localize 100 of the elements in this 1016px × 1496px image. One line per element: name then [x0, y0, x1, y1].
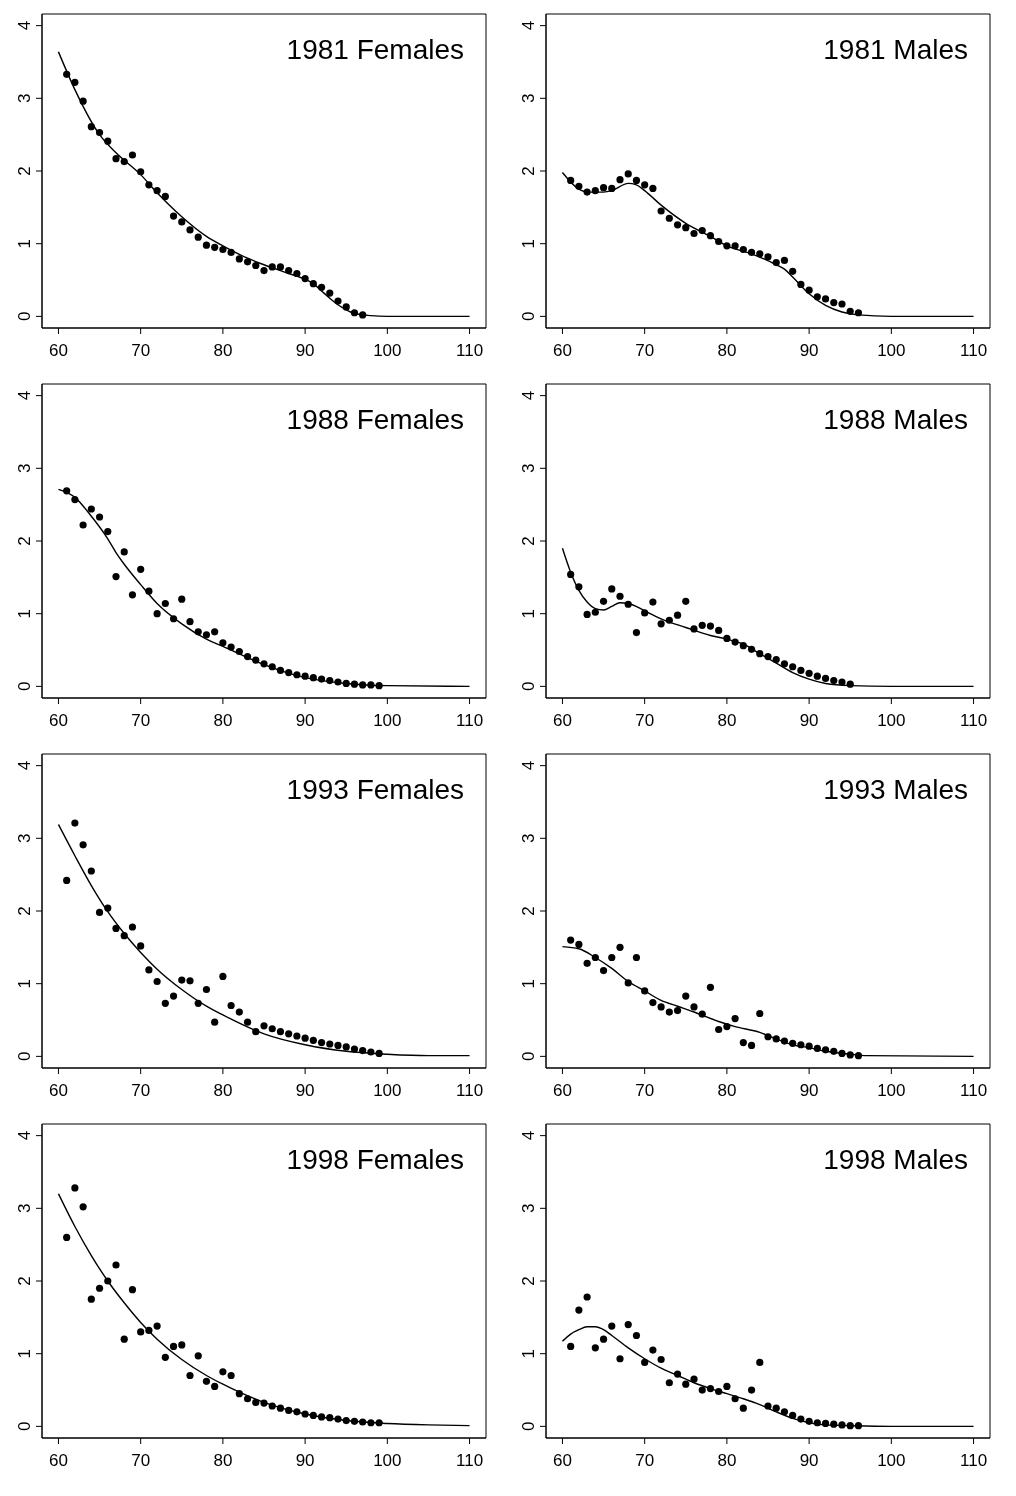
point — [128, 591, 137, 599]
point — [326, 676, 334, 685]
y-tick-label: 1 — [519, 978, 538, 989]
y-tick-label: 1 — [15, 1348, 34, 1359]
line-series — [57, 1193, 471, 1427]
point — [854, 309, 863, 317]
point — [285, 668, 293, 677]
point — [161, 1353, 169, 1361]
point — [813, 672, 821, 680]
x-tick-label: 100 — [877, 711, 906, 731]
point — [252, 261, 260, 270]
x-tick-label: 60 — [48, 1451, 68, 1471]
point — [326, 1414, 334, 1422]
point — [375, 1419, 383, 1427]
point — [575, 583, 583, 591]
point — [797, 1415, 805, 1423]
point — [169, 1342, 178, 1351]
x-tick-label: 60 — [48, 1081, 68, 1101]
point — [731, 242, 739, 250]
point — [104, 1277, 112, 1285]
x-tick-label: 110 — [960, 341, 988, 361]
point — [276, 263, 285, 271]
x-tick-label: 110 — [456, 341, 484, 361]
point — [202, 1377, 211, 1385]
y-tick-label: 2 — [15, 536, 34, 546]
point — [112, 573, 120, 581]
point — [359, 681, 367, 689]
point — [641, 1358, 649, 1367]
point — [665, 214, 673, 222]
point — [359, 1046, 367, 1055]
point — [169, 615, 178, 623]
point — [830, 676, 838, 685]
point — [161, 599, 169, 608]
y-tick-label: 4 — [519, 760, 538, 771]
point — [706, 983, 715, 991]
point — [276, 666, 285, 674]
point — [632, 953, 641, 962]
point — [739, 1404, 747, 1412]
point — [211, 1018, 219, 1026]
point — [145, 587, 153, 595]
x-tick-label: 110 — [960, 1081, 988, 1101]
point — [682, 1380, 690, 1388]
point — [145, 966, 153, 974]
point — [747, 645, 756, 653]
point — [772, 1404, 780, 1412]
x-tick-label: 70 — [635, 1451, 655, 1471]
y-tick-label: 1 — [519, 1348, 538, 1359]
point — [608, 585, 616, 593]
y-tick-label: 2 — [519, 906, 538, 916]
point — [153, 187, 161, 195]
y-tick-label: 4 — [519, 390, 538, 401]
point — [665, 1008, 673, 1016]
point — [301, 274, 309, 283]
point — [375, 682, 383, 690]
y-tick-label: 2 — [15, 166, 34, 176]
y-tick-label: 4 — [519, 1130, 538, 1141]
point — [575, 1306, 583, 1314]
point — [334, 297, 342, 305]
point — [583, 1293, 591, 1301]
point — [326, 1040, 334, 1048]
point — [838, 1421, 846, 1429]
point — [673, 611, 682, 619]
point — [137, 1328, 145, 1336]
point — [285, 1406, 293, 1414]
point — [690, 625, 698, 633]
point — [79, 521, 87, 529]
x-tick-label: 100 — [373, 711, 402, 731]
y-tick-label: 1 — [519, 608, 538, 619]
x-tick-label: 70 — [131, 1451, 151, 1471]
y-tick-label: 0 — [15, 681, 34, 692]
y-tick-label: 4 — [15, 390, 34, 401]
text: 1981 Males — [823, 34, 968, 66]
point — [169, 212, 178, 220]
point — [95, 128, 104, 137]
point — [243, 652, 252, 661]
y-tick-label: 1 — [15, 608, 34, 619]
point — [301, 1034, 309, 1042]
point — [649, 1346, 657, 1354]
point — [723, 1022, 731, 1031]
point — [309, 280, 317, 288]
point — [178, 1341, 186, 1349]
point — [772, 258, 780, 267]
point — [632, 628, 641, 637]
point — [71, 495, 79, 504]
point — [608, 953, 616, 962]
y-tick-label: 0 — [519, 681, 538, 692]
point — [756, 1358, 764, 1367]
point — [219, 1368, 227, 1376]
point — [780, 1037, 789, 1045]
point — [641, 987, 649, 995]
point — [599, 597, 608, 605]
point — [797, 280, 805, 288]
point — [838, 300, 846, 308]
point — [813, 293, 821, 301]
point — [649, 998, 657, 1007]
y-tick-label: 3 — [519, 1203, 538, 1214]
point — [104, 904, 112, 912]
y-tick-label: 2 — [519, 166, 538, 176]
y-tick-label: 2 — [15, 906, 34, 916]
point — [367, 681, 375, 689]
